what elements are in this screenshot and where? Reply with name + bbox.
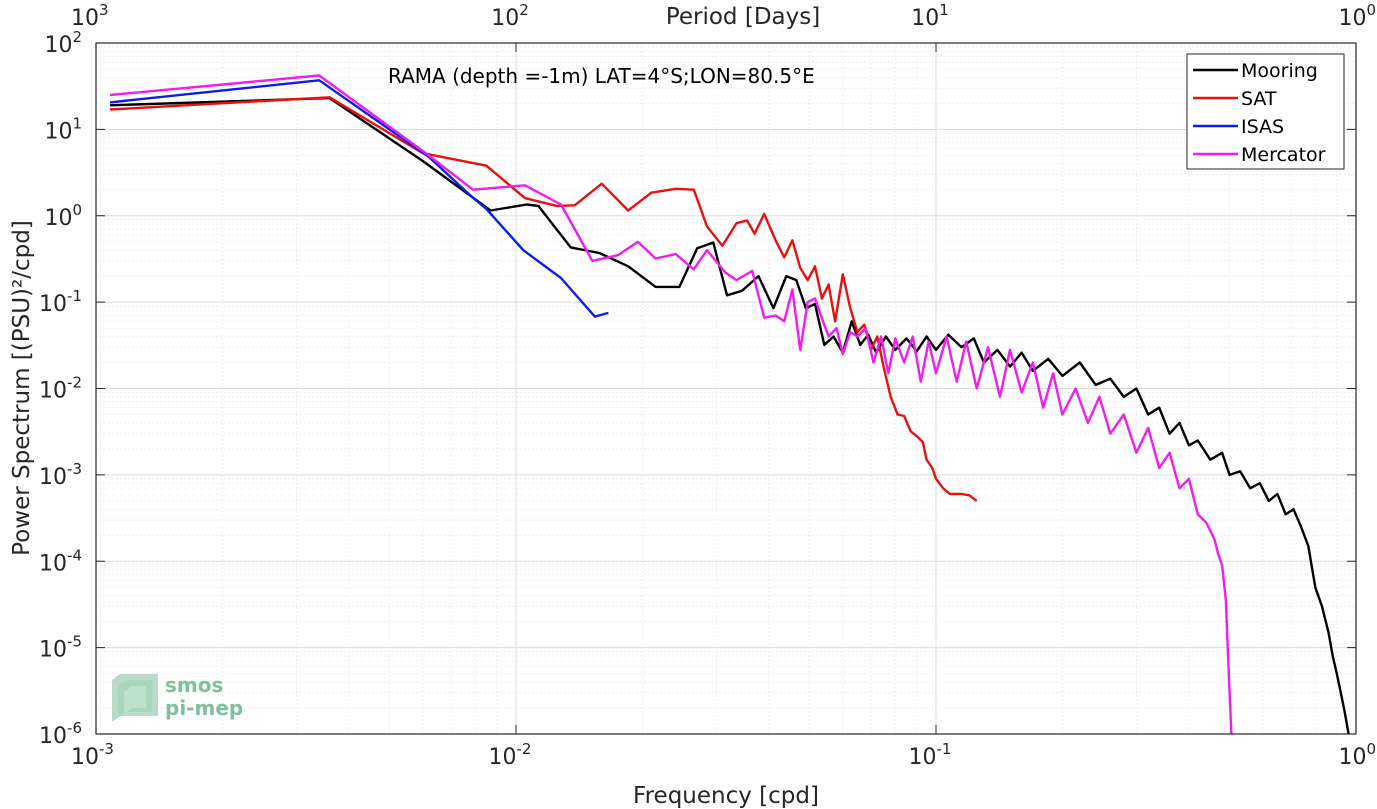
grid — [95, 42, 1357, 735]
top-tick-label: 101 — [911, 1, 949, 31]
series-line-isas — [109, 79, 609, 318]
x-tick-label: 100 — [1338, 740, 1376, 770]
x-tick-label: 10-3 — [71, 740, 114, 770]
legend-label-sat: SAT — [1241, 88, 1277, 110]
x-tick-label: 10-1 — [909, 740, 952, 770]
y-tick-label: 10-5 — [39, 633, 82, 663]
x-tick-label: 10-2 — [489, 740, 532, 770]
y-tick-label: 101 — [44, 114, 82, 144]
top-x-axis-label: Period [Days] — [666, 4, 820, 30]
top-tick-label: 100 — [1338, 1, 1376, 31]
x-axis-label: Frequency [cpd] — [633, 783, 819, 809]
legend-box — [1186, 53, 1345, 170]
y-tick-label: 10-6 — [39, 719, 82, 749]
logo-waves-icon — [112, 674, 158, 722]
series-line-mercator — [109, 74, 1233, 735]
logo-text-pimep: pi-mep — [165, 696, 243, 720]
series-group — [109, 74, 1350, 735]
series-line-sat — [109, 96, 978, 502]
ticks — [95, 42, 1357, 735]
legend-label-mooring: Mooring — [1241, 60, 1318, 82]
smos-logo: smos pi-mep — [112, 673, 243, 722]
legend-label-mercator: Mercator — [1241, 144, 1326, 166]
y-tick-label: 10-3 — [39, 460, 82, 490]
logo-text-smos: smos — [165, 673, 223, 697]
top-tick-label: 103 — [71, 1, 109, 31]
y-axis-label: Power Spectrum [(PSU)²/cpd] — [9, 220, 35, 556]
top-tick-label: 102 — [491, 1, 529, 31]
y-tick-label: 10-2 — [39, 374, 82, 404]
y-tick-label: 102 — [44, 28, 82, 58]
legend-label-isas: ISAS — [1241, 116, 1284, 138]
y-tick-label: 10-1 — [39, 287, 82, 317]
legend: Mooring SAT ISAS Mercator — [1186, 53, 1345, 170]
chart-title: RAMA (depth =-1m) LAT=4°S;LON=80.5°E — [388, 64, 815, 88]
y-tick-label: 100 — [44, 201, 82, 231]
y-tick-label: 10-4 — [39, 546, 82, 576]
